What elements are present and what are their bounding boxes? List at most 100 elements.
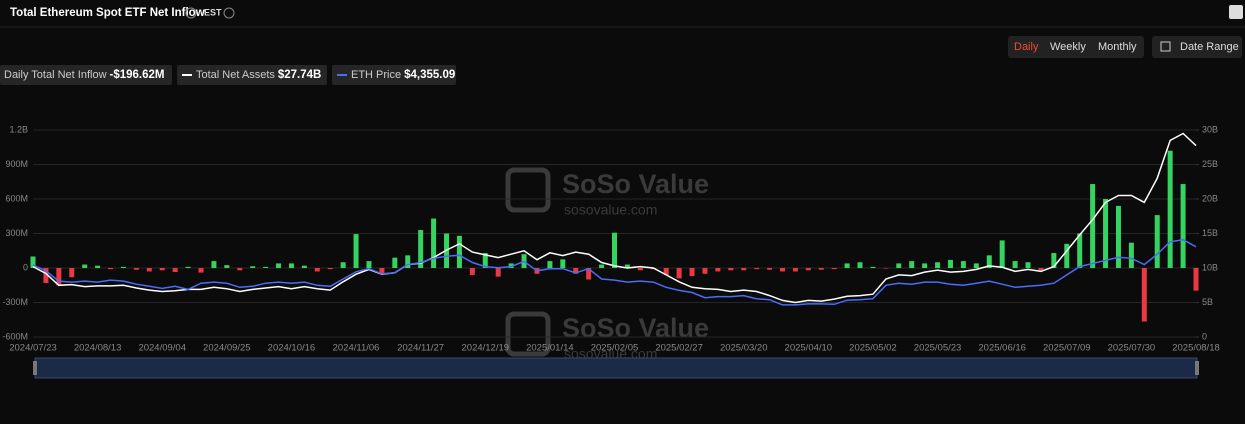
bar bbox=[612, 232, 617, 268]
chart-icon[interactable] bbox=[1229, 5, 1243, 19]
bar bbox=[1167, 150, 1173, 268]
bar bbox=[120, 266, 126, 268]
navigator-handle[interactable] bbox=[1195, 361, 1199, 375]
legend-chip[interactable] bbox=[332, 65, 456, 85]
bar bbox=[637, 268, 643, 271]
x-tick-label: 2024/07/23 bbox=[9, 343, 57, 354]
period-button[interactable]: Monthly bbox=[1098, 41, 1137, 53]
watermark-brand: SoSo Value bbox=[562, 169, 709, 199]
bar bbox=[624, 264, 630, 268]
date-range-label[interactable]: Date Range bbox=[1180, 41, 1239, 53]
bar bbox=[857, 262, 863, 268]
y-tick-label: 900M bbox=[5, 159, 28, 169]
x-tick-label: 2025/02/27 bbox=[655, 343, 703, 354]
y-tick-label: 0 bbox=[23, 262, 28, 272]
bar bbox=[276, 263, 282, 268]
navigator-handle[interactable] bbox=[33, 361, 37, 375]
y2-tick-label: 10B bbox=[1202, 262, 1218, 272]
bar bbox=[999, 240, 1005, 268]
bar bbox=[133, 268, 139, 270]
bar bbox=[702, 268, 708, 274]
bar bbox=[366, 261, 372, 268]
bar bbox=[883, 268, 889, 269]
x-tick-label: 2025/02/05 bbox=[591, 343, 639, 354]
y2-tick-label: 20B bbox=[1202, 193, 1218, 203]
bar bbox=[1103, 199, 1109, 268]
bar bbox=[1154, 215, 1160, 268]
bar bbox=[805, 268, 811, 271]
bar bbox=[818, 268, 824, 270]
period-group bbox=[1008, 36, 1144, 58]
x-tick-label: 2024/12/19 bbox=[462, 343, 510, 354]
bar bbox=[405, 255, 411, 268]
bar bbox=[1128, 242, 1134, 268]
legend-chip[interactable] bbox=[177, 65, 327, 85]
y-tick-label: 300M bbox=[5, 228, 28, 238]
bar bbox=[469, 268, 475, 275]
info-icon[interactable] bbox=[223, 7, 235, 19]
bar bbox=[1038, 268, 1044, 271]
x-tick-label: 2025/07/30 bbox=[1108, 343, 1156, 354]
bar bbox=[1193, 268, 1199, 291]
bar bbox=[831, 268, 837, 270]
bar bbox=[288, 263, 294, 268]
bar bbox=[250, 266, 256, 268]
bar bbox=[947, 259, 953, 268]
y-tick-label: -300M bbox=[2, 297, 28, 307]
bar bbox=[82, 264, 88, 268]
calendar-icon bbox=[1160, 41, 1171, 52]
bar bbox=[754, 268, 760, 270]
legend-chip[interactable] bbox=[0, 65, 172, 85]
x-tick-label: 2025/08/18 bbox=[1172, 343, 1220, 354]
bar bbox=[392, 257, 398, 268]
bar bbox=[573, 268, 579, 274]
watermark-logo bbox=[505, 167, 551, 213]
bar bbox=[663, 268, 669, 275]
legend-name[interactable]: Total Net Assets bbox=[196, 69, 275, 81]
bar bbox=[779, 268, 785, 272]
period-button[interactable]: Daily bbox=[1014, 41, 1039, 53]
bar bbox=[159, 268, 165, 271]
bar bbox=[30, 256, 36, 268]
x-tick-label: 2024/10/16 bbox=[268, 343, 316, 354]
x-tick-label: 2025/05/23 bbox=[914, 343, 962, 354]
legend-name[interactable]: Daily Total Net Inflow bbox=[4, 69, 107, 81]
line bbox=[32, 132, 1197, 304]
watermark-logo bbox=[505, 311, 551, 357]
bar bbox=[508, 263, 514, 268]
bar bbox=[715, 268, 721, 272]
bar bbox=[741, 268, 747, 271]
period-button[interactable]: Weekly bbox=[1050, 41, 1086, 53]
bar bbox=[482, 253, 488, 268]
legend-value: -$196.62M bbox=[110, 69, 165, 81]
x-tick-label: 2024/08/13 bbox=[74, 343, 122, 354]
bar bbox=[1180, 184, 1186, 268]
bar bbox=[340, 262, 346, 268]
bar bbox=[1090, 184, 1096, 268]
x-tick-label: 2025/03/20 bbox=[720, 343, 768, 354]
bar bbox=[263, 266, 269, 268]
bar bbox=[547, 261, 553, 268]
y2-tick-label: 15B bbox=[1202, 228, 1218, 238]
navigator[interactable] bbox=[34, 357, 1198, 379]
info-icon[interactable] bbox=[185, 7, 197, 19]
timezone: EST bbox=[204, 7, 222, 17]
x-tick-label: 2025/05/02 bbox=[849, 343, 897, 354]
x-tick-label: 2025/01/14 bbox=[526, 343, 574, 354]
bar bbox=[237, 268, 243, 271]
bar bbox=[1141, 268, 1147, 322]
bar bbox=[909, 261, 915, 268]
date-range-button[interactable] bbox=[1152, 36, 1242, 58]
bar bbox=[185, 266, 191, 268]
bar bbox=[1115, 205, 1121, 268]
y-tick-label: 1.2B bbox=[9, 124, 28, 134]
bar bbox=[456, 235, 462, 268]
y2-tick-label: 30B bbox=[1202, 124, 1218, 134]
watermark-site: sosovalue.com bbox=[564, 202, 657, 218]
legend-name[interactable]: ETH Price bbox=[351, 69, 401, 81]
bar bbox=[986, 255, 992, 268]
bar bbox=[560, 259, 566, 268]
bar bbox=[960, 261, 966, 268]
